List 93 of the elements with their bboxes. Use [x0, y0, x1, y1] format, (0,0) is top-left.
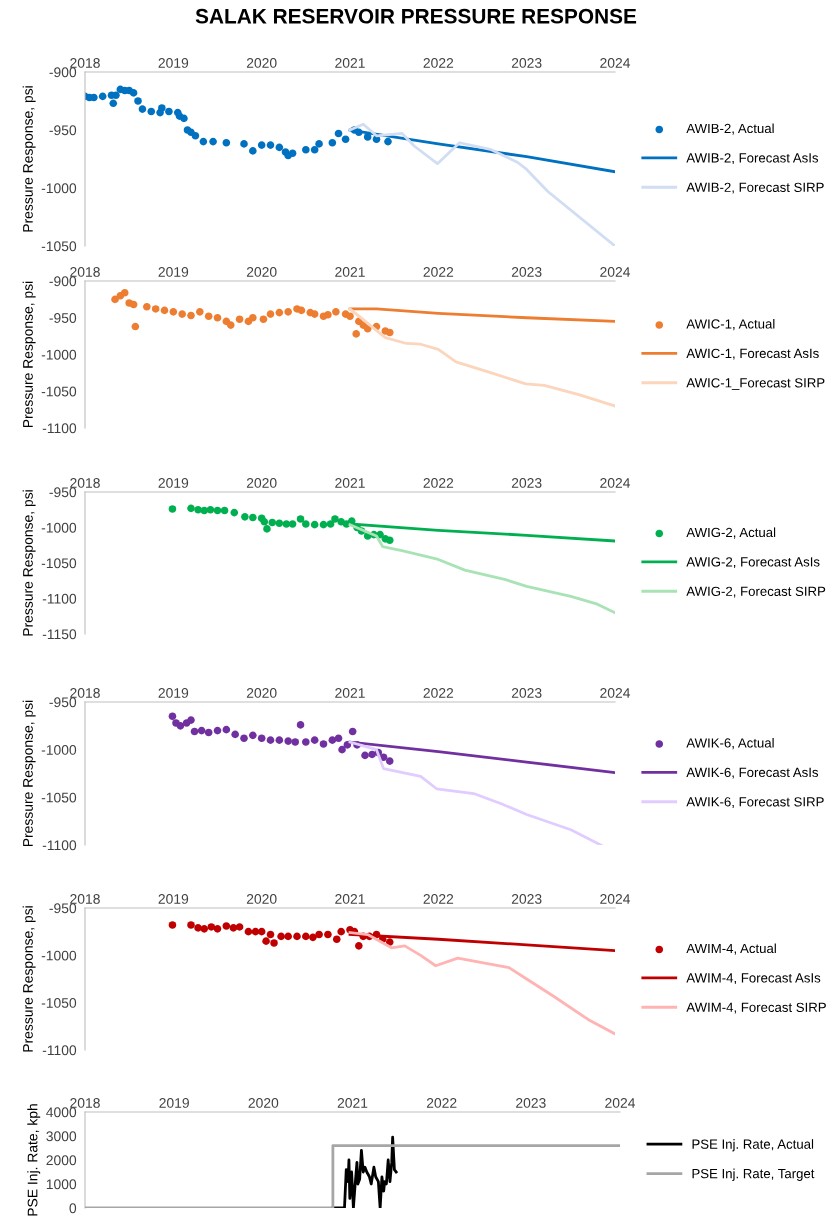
x-tick-label: 2023	[516, 1098, 546, 1108]
x-tick-label: 2022	[426, 1098, 457, 1108]
legend-label: AWIM-4, Forecast SIRP	[686, 1002, 826, 1014]
y-tick-label: -950	[49, 313, 77, 323]
x-tick-label: 2021	[335, 894, 365, 904]
x-tick-label: 2021	[335, 478, 365, 488]
y-tick-label: -1000	[41, 349, 77, 360]
y-tick-label: -950	[49, 697, 77, 708]
x-tick-label: 2019	[158, 58, 189, 68]
x-tick-label: 2021	[335, 688, 365, 698]
legend-label: AWIB-2, Forecast SIRP	[686, 182, 824, 194]
x-tick-label: 2020	[246, 58, 277, 68]
x-tick-label: 2018	[70, 267, 100, 277]
chart-title: SALAK RESERVOIR PRESSURE RESPONSE	[195, 8, 637, 24]
y-tick-label: -950	[49, 903, 77, 914]
x-tick-label: 2022	[423, 267, 454, 277]
y-tick-label: -1100	[42, 423, 77, 434]
x-tick-label: 2024	[605, 1098, 636, 1108]
x-tick-label: 2024	[600, 58, 631, 68]
y-axis-title: Pressure Response, psi	[22, 490, 36, 636]
x-tick-label: 2020	[246, 894, 277, 904]
y-tick-label: -900	[49, 276, 77, 287]
x-tick-label: 2024	[600, 894, 631, 904]
x-tick-label: 2021	[335, 58, 365, 68]
x-tick-label: 2019	[159, 1098, 189, 1108]
x-tick-label: 2018	[70, 894, 100, 904]
x-tick-label: 2021	[335, 267, 365, 277]
x-tick-label: 2019	[158, 478, 189, 488]
y-tick-label: -1000	[41, 522, 77, 533]
y-tick-label: -950	[49, 487, 77, 498]
legend-label: AWIB-2, Forecast AsIs	[686, 153, 819, 165]
y-tick-label: -1050	[41, 241, 77, 252]
x-tick-label: 2018	[70, 688, 100, 698]
x-tick-label: 2020	[248, 1098, 279, 1108]
legend-label: AWIM-4, Forecast AsIs	[686, 973, 821, 985]
x-tick-label: 2024	[600, 267, 631, 277]
y-tick-label: -1050	[41, 386, 77, 397]
y-tick-label: 2000	[46, 1155, 77, 1166]
y-axis-title: PSE Inj. Rate, kph	[27, 1104, 41, 1216]
legend-label: AWIG-2, Forecast AsIs	[686, 557, 820, 569]
y-tick-label: -1000	[41, 950, 77, 961]
y-tick-label: -1000	[41, 745, 77, 755]
y-tick-label: -900	[49, 67, 77, 78]
legend-label: AWIG-2, Actual	[686, 527, 776, 539]
y-axis-title: Pressure Response, psi	[22, 700, 36, 847]
x-tick-label: 2023	[511, 688, 542, 698]
legend-label: AWIC-1, Forecast AsIs	[686, 348, 819, 360]
y-tick-label: -1150	[42, 629, 77, 640]
y-tick-label: -1050	[41, 792, 77, 803]
x-tick-label: 2018	[70, 478, 100, 488]
legend-label: AWIK-6, Forecast AsIs	[686, 767, 819, 779]
y-tick-label: 1000	[46, 1179, 77, 1190]
legend-label: AWIM-4, Actual	[686, 943, 776, 955]
x-tick-label: 2022	[423, 688, 454, 698]
legend-label: AWIB-2, Actual	[686, 123, 774, 135]
y-tick-label: -1050	[41, 998, 77, 1008]
x-tick-label: 2019	[158, 688, 189, 698]
x-tick-label: 2022	[423, 58, 454, 68]
y-axis-title: Pressure Response, psi	[22, 281, 36, 428]
y-tick-label: -1100	[42, 593, 77, 604]
legend-label: PSE Inj. Rate, Target	[692, 1168, 815, 1181]
x-tick-label: 2020	[246, 267, 277, 277]
x-tick-label: 2019	[158, 894, 189, 904]
x-tick-label: 2024	[600, 688, 631, 698]
y-tick-label: -1050	[41, 558, 77, 569]
x-tick-label: 2021	[337, 1098, 368, 1108]
x-tick-label: 2018	[70, 1098, 100, 1108]
x-tick-label: 2023	[511, 58, 542, 68]
y-axis-title: Pressure Response, psi	[22, 86, 36, 232]
legend-label: AWIC-1, Actual	[686, 318, 775, 331]
x-tick-label: 2023	[511, 894, 542, 904]
y-tick-label: -1000	[41, 183, 77, 194]
legend-label: AWIK-6, Forecast SIRP	[686, 797, 824, 809]
y-tick-label: 4000	[46, 1107, 77, 1118]
x-tick-label: 2024	[600, 478, 631, 488]
y-tick-label: -950	[49, 125, 77, 136]
y-tick-label: -1100	[42, 1045, 77, 1056]
y-axis-title: Pressure Response, psi	[22, 906, 36, 1052]
legend-label: PSE Inj. Rate, Actual	[692, 1139, 814, 1152]
legend-label: AWIC-1_Forecast SIRP	[686, 378, 825, 390]
x-tick-label: 2018	[70, 58, 100, 68]
legend-label: AWIK-6, Actual	[686, 737, 774, 750]
x-tick-label: 2023	[511, 478, 542, 488]
x-tick-label: 2020	[246, 478, 277, 488]
y-tick-label: 3000	[46, 1131, 77, 1142]
legend-label: AWIG-2, Forecast SIRP	[686, 586, 826, 598]
x-tick-label: 2022	[423, 478, 454, 488]
x-tick-label: 2022	[423, 894, 454, 904]
y-tick-label: -1100	[42, 840, 77, 851]
x-tick-label: 2020	[246, 688, 277, 698]
x-tick-label: 2023	[511, 267, 542, 277]
y-tick-label: 0	[69, 1203, 77, 1214]
x-tick-label: 2019	[158, 267, 189, 277]
